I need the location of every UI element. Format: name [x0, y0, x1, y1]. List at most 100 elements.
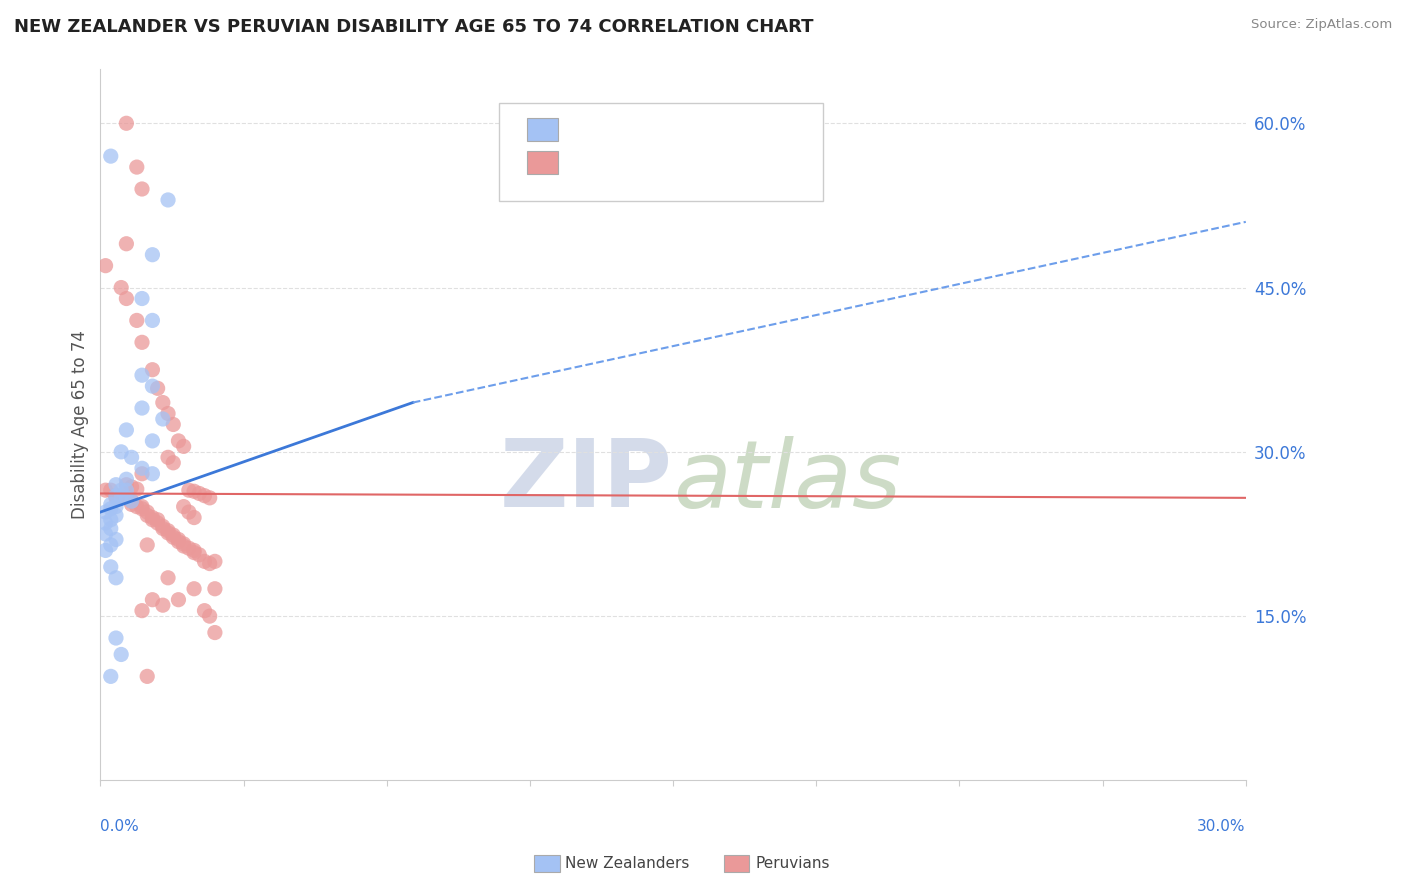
Point	[115, 483, 138, 498]
Point	[131, 461, 153, 475]
Point	[131, 335, 153, 350]
Point	[100, 501, 122, 516]
Point	[131, 604, 153, 618]
Point	[104, 508, 127, 523]
Point	[167, 592, 190, 607]
Point	[100, 497, 122, 511]
Point	[177, 483, 200, 498]
Point	[94, 483, 117, 498]
Point	[162, 528, 184, 542]
Point	[157, 524, 180, 538]
Point	[115, 472, 138, 486]
Point	[167, 434, 190, 448]
Point	[152, 412, 174, 426]
Text: 30.0%: 30.0%	[1198, 819, 1246, 834]
Point	[100, 538, 122, 552]
Point	[183, 582, 205, 596]
Point	[110, 445, 132, 459]
Point	[121, 450, 143, 465]
Point	[100, 559, 122, 574]
Point	[125, 160, 148, 174]
Point	[152, 598, 174, 612]
Point	[94, 527, 117, 541]
Point	[157, 525, 180, 540]
Point	[141, 510, 163, 524]
Point	[157, 193, 180, 207]
Point	[167, 533, 190, 547]
Point	[188, 486, 211, 500]
Point	[152, 395, 174, 409]
Point	[152, 522, 174, 536]
Point	[141, 379, 163, 393]
Point	[183, 543, 205, 558]
Point	[157, 571, 180, 585]
Text: Peruvians: Peruvians	[755, 856, 830, 871]
Point	[100, 149, 122, 163]
Point	[104, 533, 127, 547]
Point	[131, 500, 153, 514]
Text: ZIP: ZIP	[501, 435, 673, 527]
Point	[136, 538, 159, 552]
Point	[94, 259, 117, 273]
Text: atlas: atlas	[673, 436, 901, 527]
Point	[110, 280, 132, 294]
Point	[131, 501, 153, 516]
Point	[100, 483, 122, 498]
Point	[110, 483, 132, 498]
Point	[141, 467, 163, 481]
Point	[121, 480, 143, 494]
Point	[110, 648, 132, 662]
Text: New Zealanders: New Zealanders	[565, 856, 689, 871]
Point	[131, 401, 153, 415]
Point	[146, 516, 169, 530]
Point	[173, 539, 195, 553]
Point	[177, 541, 200, 556]
Point	[115, 477, 138, 491]
Point	[141, 434, 163, 448]
Point	[188, 548, 211, 562]
Point	[100, 513, 122, 527]
Point	[115, 116, 138, 130]
Point	[94, 505, 117, 519]
Point	[198, 609, 221, 624]
Point	[141, 248, 163, 262]
Point	[173, 439, 195, 453]
Point	[100, 522, 122, 536]
Point	[173, 500, 195, 514]
Point	[104, 489, 127, 503]
Point	[131, 182, 153, 196]
Point	[193, 489, 215, 503]
Point	[131, 292, 153, 306]
Point	[104, 489, 127, 503]
Point	[136, 508, 159, 523]
Point	[136, 669, 159, 683]
Point	[162, 456, 184, 470]
Point	[162, 530, 184, 544]
Point	[146, 381, 169, 395]
Point	[115, 423, 138, 437]
Point	[157, 407, 180, 421]
Text: 0.0%: 0.0%	[100, 819, 139, 834]
Point	[131, 467, 153, 481]
Point	[115, 236, 138, 251]
Point	[104, 477, 127, 491]
Point	[104, 500, 127, 514]
Point	[131, 368, 153, 383]
Point	[125, 500, 148, 514]
Point	[141, 513, 163, 527]
Point	[104, 491, 127, 505]
Point	[115, 491, 138, 505]
Point	[136, 505, 159, 519]
Point	[183, 510, 205, 524]
Text: NEW ZEALANDER VS PERUVIAN DISABILITY AGE 65 TO 74 CORRELATION CHART: NEW ZEALANDER VS PERUVIAN DISABILITY AGE…	[14, 18, 814, 36]
Point	[146, 513, 169, 527]
Point	[110, 491, 132, 505]
Point	[94, 543, 117, 558]
Point	[198, 491, 221, 505]
Point	[121, 497, 143, 511]
Text: R =  0.181   N = 40: R = 0.181 N = 40	[567, 120, 756, 138]
Point	[204, 582, 226, 596]
Point	[94, 516, 117, 530]
Point	[193, 554, 215, 568]
Point	[115, 491, 138, 505]
